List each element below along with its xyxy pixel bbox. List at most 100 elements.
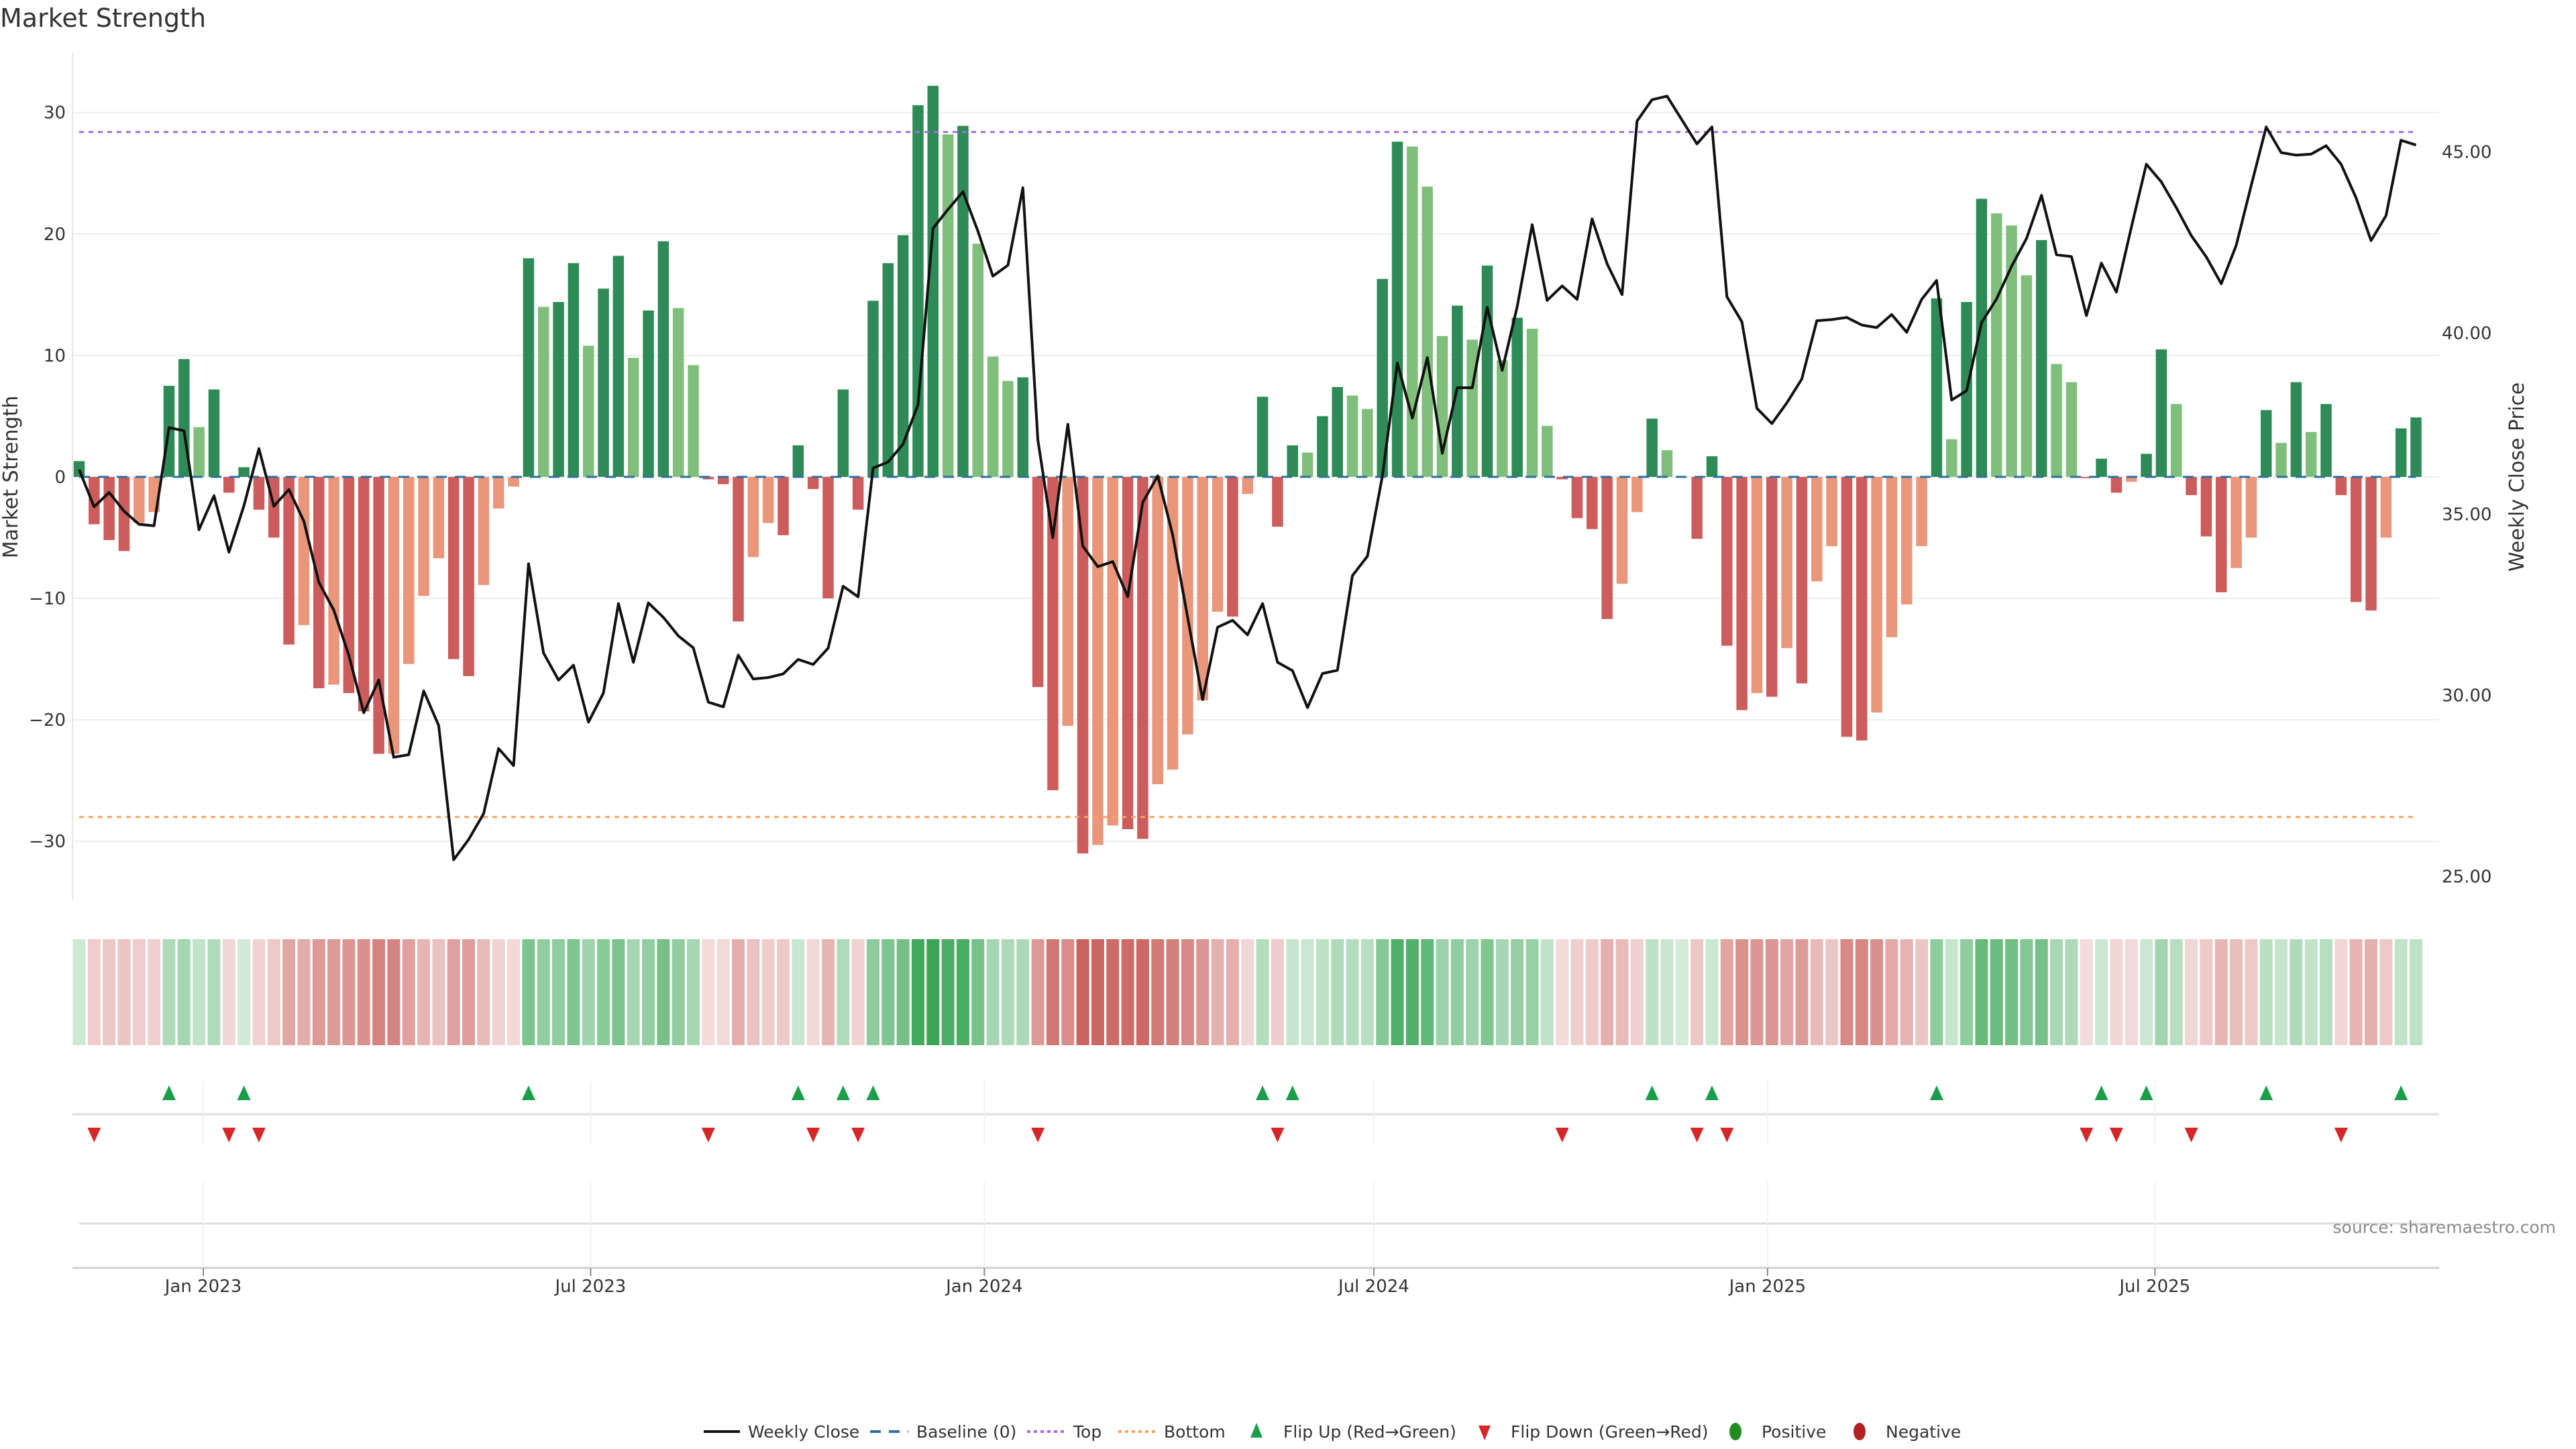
strength-bar xyxy=(1706,456,1718,477)
strength-bar xyxy=(582,345,594,477)
strip-cell xyxy=(432,939,445,1045)
strip-cell xyxy=(1331,939,1344,1045)
strip-cell xyxy=(777,939,790,1045)
strength-bar xyxy=(283,476,294,645)
strip-cell xyxy=(941,939,955,1045)
strip-cell xyxy=(2379,939,2393,1045)
strip-cell xyxy=(732,939,745,1045)
strip-cell xyxy=(2245,939,2258,1045)
strength-bar xyxy=(1137,476,1148,839)
strip-cell xyxy=(1930,939,1943,1045)
strip-cell xyxy=(1945,939,1958,1045)
strength-bar xyxy=(478,476,490,586)
flip-down-marker xyxy=(1271,1128,1285,1142)
strength-bar xyxy=(1242,476,1253,494)
strip-cell xyxy=(72,939,86,1045)
strength-bar xyxy=(1107,476,1119,826)
strength-bar xyxy=(2080,476,2092,478)
flip-up-marker xyxy=(521,1085,535,1100)
strip-cell xyxy=(193,939,206,1045)
x-tick-label: Jul 2025 xyxy=(2118,1277,2190,1297)
strength-bar xyxy=(1122,476,1134,829)
y-tick-label: 10 xyxy=(44,346,66,366)
strength-bar xyxy=(1856,476,1868,741)
strip-cell xyxy=(1915,939,1929,1045)
strip-cell xyxy=(1750,939,1764,1045)
strength-bar xyxy=(1287,445,1298,477)
strength-bar xyxy=(2380,476,2392,538)
strip-cell xyxy=(267,939,280,1045)
strip-cell xyxy=(2035,939,2048,1045)
strength-bar xyxy=(1256,396,1269,477)
flip-down-marker xyxy=(1031,1128,1045,1142)
y2-tick-label: 35.00 xyxy=(2442,504,2491,525)
strength-bar xyxy=(657,241,669,477)
flip-markers-panel xyxy=(72,1085,2439,1225)
strip-cell xyxy=(1391,939,1404,1045)
y2-tick-label: 25.00 xyxy=(2442,867,2491,887)
strength-bar xyxy=(957,125,969,477)
flip-down-marker xyxy=(87,1128,101,1142)
legend: Weekly Close Baseline (0) Top Bottom Fli… xyxy=(704,1422,1961,1442)
strip-cell xyxy=(1196,939,1210,1045)
strength-bar xyxy=(523,258,535,477)
strength-bar xyxy=(89,476,100,525)
strip-cell xyxy=(657,939,670,1045)
strength-bar xyxy=(792,445,804,477)
strength-bar xyxy=(1301,452,1313,477)
y2-axis-ticks: 25.00 30.00 35.00 40.00 45.00 xyxy=(2442,142,2491,887)
strength-bar xyxy=(1766,476,1778,697)
legend-label-flip-down: Flip Down (Green→Red) xyxy=(1511,1422,1709,1442)
strip-cell xyxy=(1780,939,1794,1045)
strip-cell xyxy=(1421,939,1434,1045)
strip-cell xyxy=(2050,939,2063,1045)
strength-bar xyxy=(1497,360,1508,477)
flip-up-marker xyxy=(162,1085,176,1100)
strength-bar xyxy=(1646,418,1658,477)
strength-bar xyxy=(762,476,774,523)
strip-cell xyxy=(567,939,580,1045)
y-tick-label: −10 xyxy=(29,589,66,609)
flip-down-marker xyxy=(222,1128,236,1142)
strip-cell xyxy=(2080,939,2093,1045)
strength-bar xyxy=(2275,443,2287,477)
strength-bar xyxy=(463,476,474,676)
strip-cell xyxy=(2275,939,2288,1045)
y2-tick-label: 45.00 xyxy=(2442,142,2491,162)
strength-bar xyxy=(508,476,519,487)
strength-heat-strip xyxy=(72,939,2422,1045)
strength-bar xyxy=(627,358,639,477)
strip-cell xyxy=(2320,939,2332,1045)
strength-bar xyxy=(1421,186,1433,477)
strength-bar xyxy=(807,476,819,490)
strip-cell xyxy=(747,939,760,1045)
strength-bar xyxy=(73,461,85,477)
strip-cell xyxy=(1121,939,1134,1045)
strip-cell xyxy=(222,939,235,1045)
x-axis: Jan 2023 Jul 2023 Jan 2024 Jul 2024 Jan 2025… xyxy=(72,1081,2439,1297)
strip-cell xyxy=(896,939,910,1045)
strength-bar xyxy=(912,105,924,477)
strip-cell xyxy=(1271,939,1284,1045)
chart-title: Market Strength xyxy=(0,3,206,33)
strip-cell xyxy=(1076,939,1089,1045)
strength-bar xyxy=(1556,476,1568,480)
strength-bar xyxy=(1976,199,1988,477)
strength-bar xyxy=(418,476,429,596)
strip-cell xyxy=(462,939,476,1045)
strip-cell xyxy=(612,939,625,1045)
strip-cell xyxy=(2140,939,2153,1045)
strip-cell xyxy=(87,939,101,1045)
strength-bar xyxy=(702,476,714,480)
flip-down-marker xyxy=(1720,1128,1734,1142)
strip-cell xyxy=(1316,939,1329,1045)
strip-cell xyxy=(492,939,505,1045)
x-tick-label: Jan 2025 xyxy=(1728,1277,1807,1297)
strip-cell xyxy=(477,939,490,1045)
strength-bar xyxy=(2260,410,2272,477)
strip-cell xyxy=(1151,939,1165,1045)
strip-cell xyxy=(2409,939,2422,1045)
strength-bar xyxy=(1182,476,1193,735)
strip-cell xyxy=(1765,939,1778,1045)
